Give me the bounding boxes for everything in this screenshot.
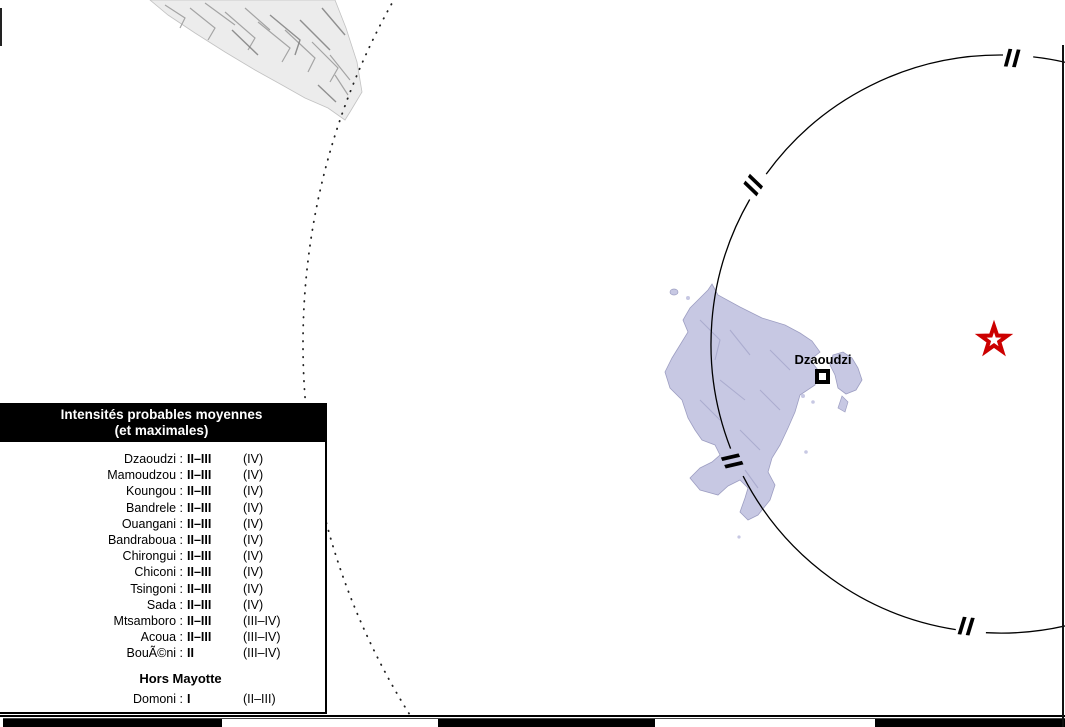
city-label-dzaoudzi: Dzaoudzi	[794, 352, 852, 367]
anjouan-island	[149, 0, 363, 121]
legend-subheader-hors-mayotte: Hors Mayotte	[139, 670, 222, 686]
legend-title-line2: (et maximales)	[114, 422, 209, 438]
legend-row: Koungou : II–III (IV)	[0, 483, 325, 499]
town-max-intensity: (IV)	[243, 581, 264, 596]
town-mean-intensity: II–III	[187, 565, 212, 580]
town-max-intensity: (IV)	[243, 549, 264, 564]
town-max-intensity: (III–IV)	[243, 630, 281, 645]
town-mean-intensity: II–III	[187, 597, 212, 612]
town-mean-intensity: II–III	[187, 516, 212, 531]
town-max-intensity: (III–IV)	[243, 646, 281, 661]
town-name: Ouangani :	[121, 516, 183, 531]
town-name: Chiconi :	[134, 565, 183, 580]
town-name: Dzaoudzi :	[123, 452, 183, 466]
legend-title-line1: Intensités probables moyennes	[60, 407, 263, 422]
legend-title: Intensités probables moyennes (et maxima…	[0, 405, 325, 442]
town-mean-intensity: II–III	[187, 533, 212, 548]
legend-row: Mamoudzou : II–III (IV)	[0, 467, 325, 483]
legend-row: BouÃ©ni : II (III–IV)	[0, 645, 325, 661]
town-mean-intensity: II–III	[187, 452, 212, 466]
epicenter-star	[974, 319, 1014, 357]
legend-row: Sada : II–III (IV)	[0, 597, 325, 613]
intensity-label-II-top: II	[1002, 42, 1022, 74]
town-max-intensity: (IV)	[243, 597, 264, 612]
map-frame-right-border	[1062, 45, 1064, 727]
town-mean-intensity: II–III	[187, 614, 212, 629]
town-max-intensity: (IV)	[243, 468, 264, 483]
town-max-intensity: (II–III)	[243, 691, 276, 706]
town-max-intensity: (IV)	[243, 484, 264, 499]
intensity-label-II-bottom: II	[956, 610, 976, 642]
legend-row: Domoni : I (II–III)	[0, 691, 325, 707]
town-name: BouÃ©ni :	[126, 646, 183, 661]
town-name: Bandraboua :	[107, 533, 183, 548]
scalebar-segment	[222, 718, 438, 727]
town-name: Mtsamboro :	[113, 614, 183, 629]
scalebar-segment	[3, 718, 222, 727]
town-name: Mamoudzou :	[107, 468, 183, 483]
legend-row: Mtsamboro : II–III (III–IV)	[0, 613, 325, 629]
city-marker-square	[815, 369, 830, 384]
town-max-intensity: (IV)	[243, 452, 264, 466]
scalebar-segment	[655, 718, 875, 727]
town-mean-intensity: II–III	[187, 484, 212, 499]
map-scale-bar	[0, 715, 1065, 727]
town-max-intensity: (IV)	[243, 500, 264, 515]
legend-row: Ouangani : II–III (IV)	[0, 516, 325, 532]
legend-row: Dzaoudzi : II–III (IV)	[0, 451, 325, 467]
legend-row: Acoua : II–III (III–IV)	[0, 629, 325, 645]
legend-row: Chirongui : II–III (IV)	[0, 548, 325, 564]
legend-row: Tsingoni : II–III (IV)	[0, 581, 325, 597]
legend-body: Dzaoudzi : II–III (IV) Mamoudzou : II–II…	[0, 442, 325, 712]
town-max-intensity: (IV)	[243, 565, 264, 580]
town-max-intensity: (IV)	[243, 533, 264, 548]
town-name: Bandrele :	[126, 500, 183, 515]
town-mean-intensity: II–III	[187, 500, 212, 515]
islet	[669, 288, 679, 296]
town-max-intensity: (IV)	[243, 516, 264, 531]
legend-rows: Dzaoudzi : II–III (IV) Mamoudzou : II–II…	[0, 451, 325, 662]
legend-row: Bandrele : II–III (IV)	[0, 500, 325, 516]
town-mean-intensity: II–III	[187, 581, 212, 596]
mayotte-island	[664, 283, 863, 539]
hors-mayotte-rows: Domoni : I (II–III)	[0, 691, 325, 707]
scalebar-segment	[438, 718, 655, 727]
town-mean-intensity: II	[187, 646, 194, 661]
map-frame-left-tick	[0, 8, 2, 46]
intensity-circle-II	[710, 54, 1065, 634]
town-mean-intensity: II–III	[187, 549, 212, 564]
town-mean-intensity: II–III	[187, 630, 212, 645]
legend-row: Chiconi : II–III (IV)	[0, 564, 325, 580]
town-name: Sada :	[146, 597, 183, 612]
town-name: Domoni :	[132, 691, 183, 706]
intensity-legend: Intensités probables moyennes (et maxima…	[0, 403, 327, 714]
town-mean-intensity: II–III	[187, 468, 212, 483]
town-name: Tsingoni :	[130, 581, 183, 596]
town-name: Acoua :	[140, 630, 183, 645]
town-name: Chirongui :	[122, 549, 183, 564]
legend-row: Bandraboua : II–III (IV)	[0, 532, 325, 548]
scalebar-segment	[875, 718, 1065, 727]
town-mean-intensity: I	[187, 691, 191, 706]
petite-terre-islet	[829, 351, 863, 395]
town-max-intensity: (III–IV)	[243, 614, 281, 629]
town-name: Koungou :	[126, 484, 183, 499]
